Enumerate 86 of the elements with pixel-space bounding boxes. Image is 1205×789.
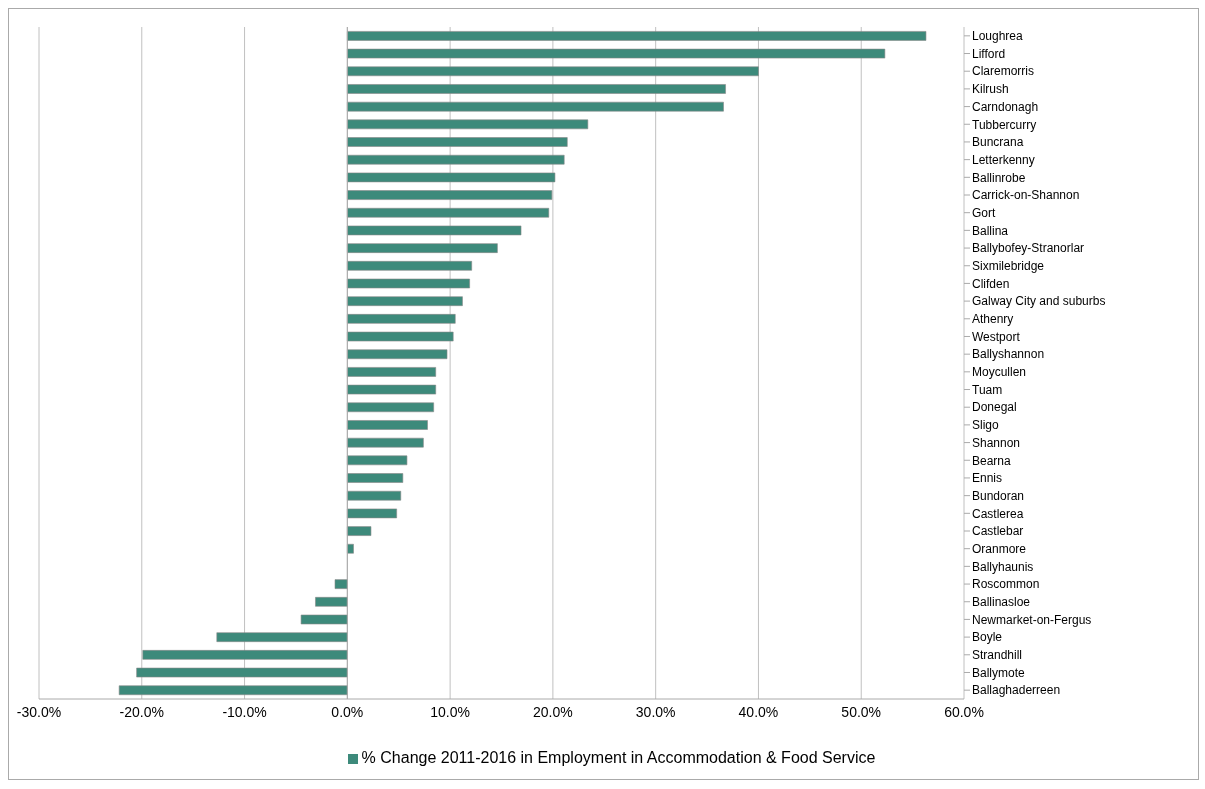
bar — [347, 190, 553, 200]
bar — [347, 48, 886, 59]
x-tick-label: -20.0% — [119, 703, 164, 720]
x-tick-label: 50.0% — [841, 703, 882, 720]
y-tick-label: Ballybofey-Stranorlar — [972, 241, 1085, 256]
y-tick-label: Bearna — [972, 453, 1012, 468]
y-tick-label: Galway City and suburbs — [972, 294, 1106, 309]
bar — [347, 349, 448, 360]
y-tick-label: Ballina — [972, 223, 1009, 238]
x-tick-label: 60.0% — [944, 703, 984, 720]
bar — [347, 437, 424, 448]
bar — [347, 473, 404, 483]
bar — [347, 526, 372, 536]
y-tick-label: Strandhill — [972, 648, 1023, 663]
y-tick-label: Tuam — [972, 382, 1003, 397]
y-tick-label: Ennis — [972, 471, 1003, 486]
bar — [347, 543, 354, 554]
bar — [347, 207, 550, 218]
x-tick-label: 0.0% — [331, 703, 364, 720]
y-tick-label: Moycullen — [972, 365, 1027, 380]
bar — [315, 597, 348, 607]
y-tick-label: Boyle — [972, 630, 1003, 645]
y-tick-label: Ballymote — [972, 665, 1026, 680]
bar — [347, 84, 726, 94]
y-tick-label: Clifden — [972, 276, 1010, 291]
y-tick-label: Ballyshannon — [972, 347, 1045, 362]
bar — [136, 667, 348, 678]
bar — [300, 614, 348, 625]
y-tick-label: Shannon — [972, 435, 1021, 450]
y-tick-label: Kilrush — [972, 82, 1009, 97]
y-tick-label: Lifford — [972, 46, 1006, 61]
y-tick-label: Ballyhaunis — [972, 559, 1034, 574]
y-tick-label: Ballinasloe — [972, 595, 1031, 609]
y-tick-label: Donegal — [972, 400, 1017, 415]
y-tick-label: Carndonagh — [972, 99, 1039, 114]
bar — [347, 66, 759, 77]
x-tick-label: -10.0% — [222, 703, 267, 720]
bar — [347, 384, 437, 395]
x-tick-label: -30.0% — [16, 703, 62, 720]
y-tick-label: Athenry — [972, 312, 1014, 327]
bar — [347, 331, 454, 342]
legend-label: % Change 2011-2016 in Employment in Accommodation & Food Service — [361, 749, 876, 766]
y-tick-label: Castlerea — [972, 506, 1024, 521]
bar — [347, 278, 470, 289]
bar — [347, 154, 565, 165]
y-tick-label: Tubbercurry — [972, 117, 1037, 132]
x-tick-label: 30.0% — [635, 703, 676, 720]
bar — [347, 367, 437, 377]
bar — [347, 137, 568, 147]
bar — [347, 119, 589, 130]
bar — [347, 225, 522, 236]
bar — [216, 632, 348, 642]
bar — [347, 296, 463, 306]
y-tick-label: Ballinrobe — [972, 170, 1026, 185]
bar — [347, 261, 472, 271]
bar — [347, 490, 402, 501]
bar — [347, 31, 927, 41]
y-tick-label: Sligo — [972, 418, 1000, 433]
bar — [334, 579, 348, 589]
bar — [347, 243, 498, 253]
y-tick-label: Sixmilebridge — [972, 259, 1045, 273]
bar — [347, 101, 724, 112]
y-tick-label: Westport — [972, 329, 1021, 344]
bar — [347, 455, 408, 466]
bar — [347, 314, 456, 324]
bar — [142, 650, 348, 660]
y-tick-label: Buncrana — [972, 135, 1024, 150]
bar — [347, 508, 397, 519]
x-tick-label: 20.0% — [533, 703, 573, 720]
bar — [347, 420, 428, 430]
y-tick-label: Gort — [972, 205, 996, 220]
y-tick-label: Claremorris — [972, 64, 1035, 79]
y-tick-label: Ballaghaderreen — [972, 683, 1061, 698]
y-tick-label: Oranmore — [972, 541, 1027, 556]
y-tick-label: Carrick-on-Shannon — [972, 188, 1080, 203]
y-tick-label: Letterkenny — [972, 152, 1035, 167]
y-tick-label: Castlebar — [972, 524, 1024, 539]
y-tick-label: Bundoran — [972, 488, 1025, 503]
y-tick-label: Loughrea — [972, 29, 1024, 44]
bar — [347, 402, 434, 413]
x-tick-label: 10.0% — [430, 703, 470, 720]
y-tick-label: Newmarket-on-Fergus — [972, 612, 1092, 627]
bar — [347, 172, 556, 183]
bar — [118, 685, 348, 696]
x-tick-label: 40.0% — [738, 703, 779, 720]
y-tick-label: Roscommon — [972, 577, 1040, 592]
